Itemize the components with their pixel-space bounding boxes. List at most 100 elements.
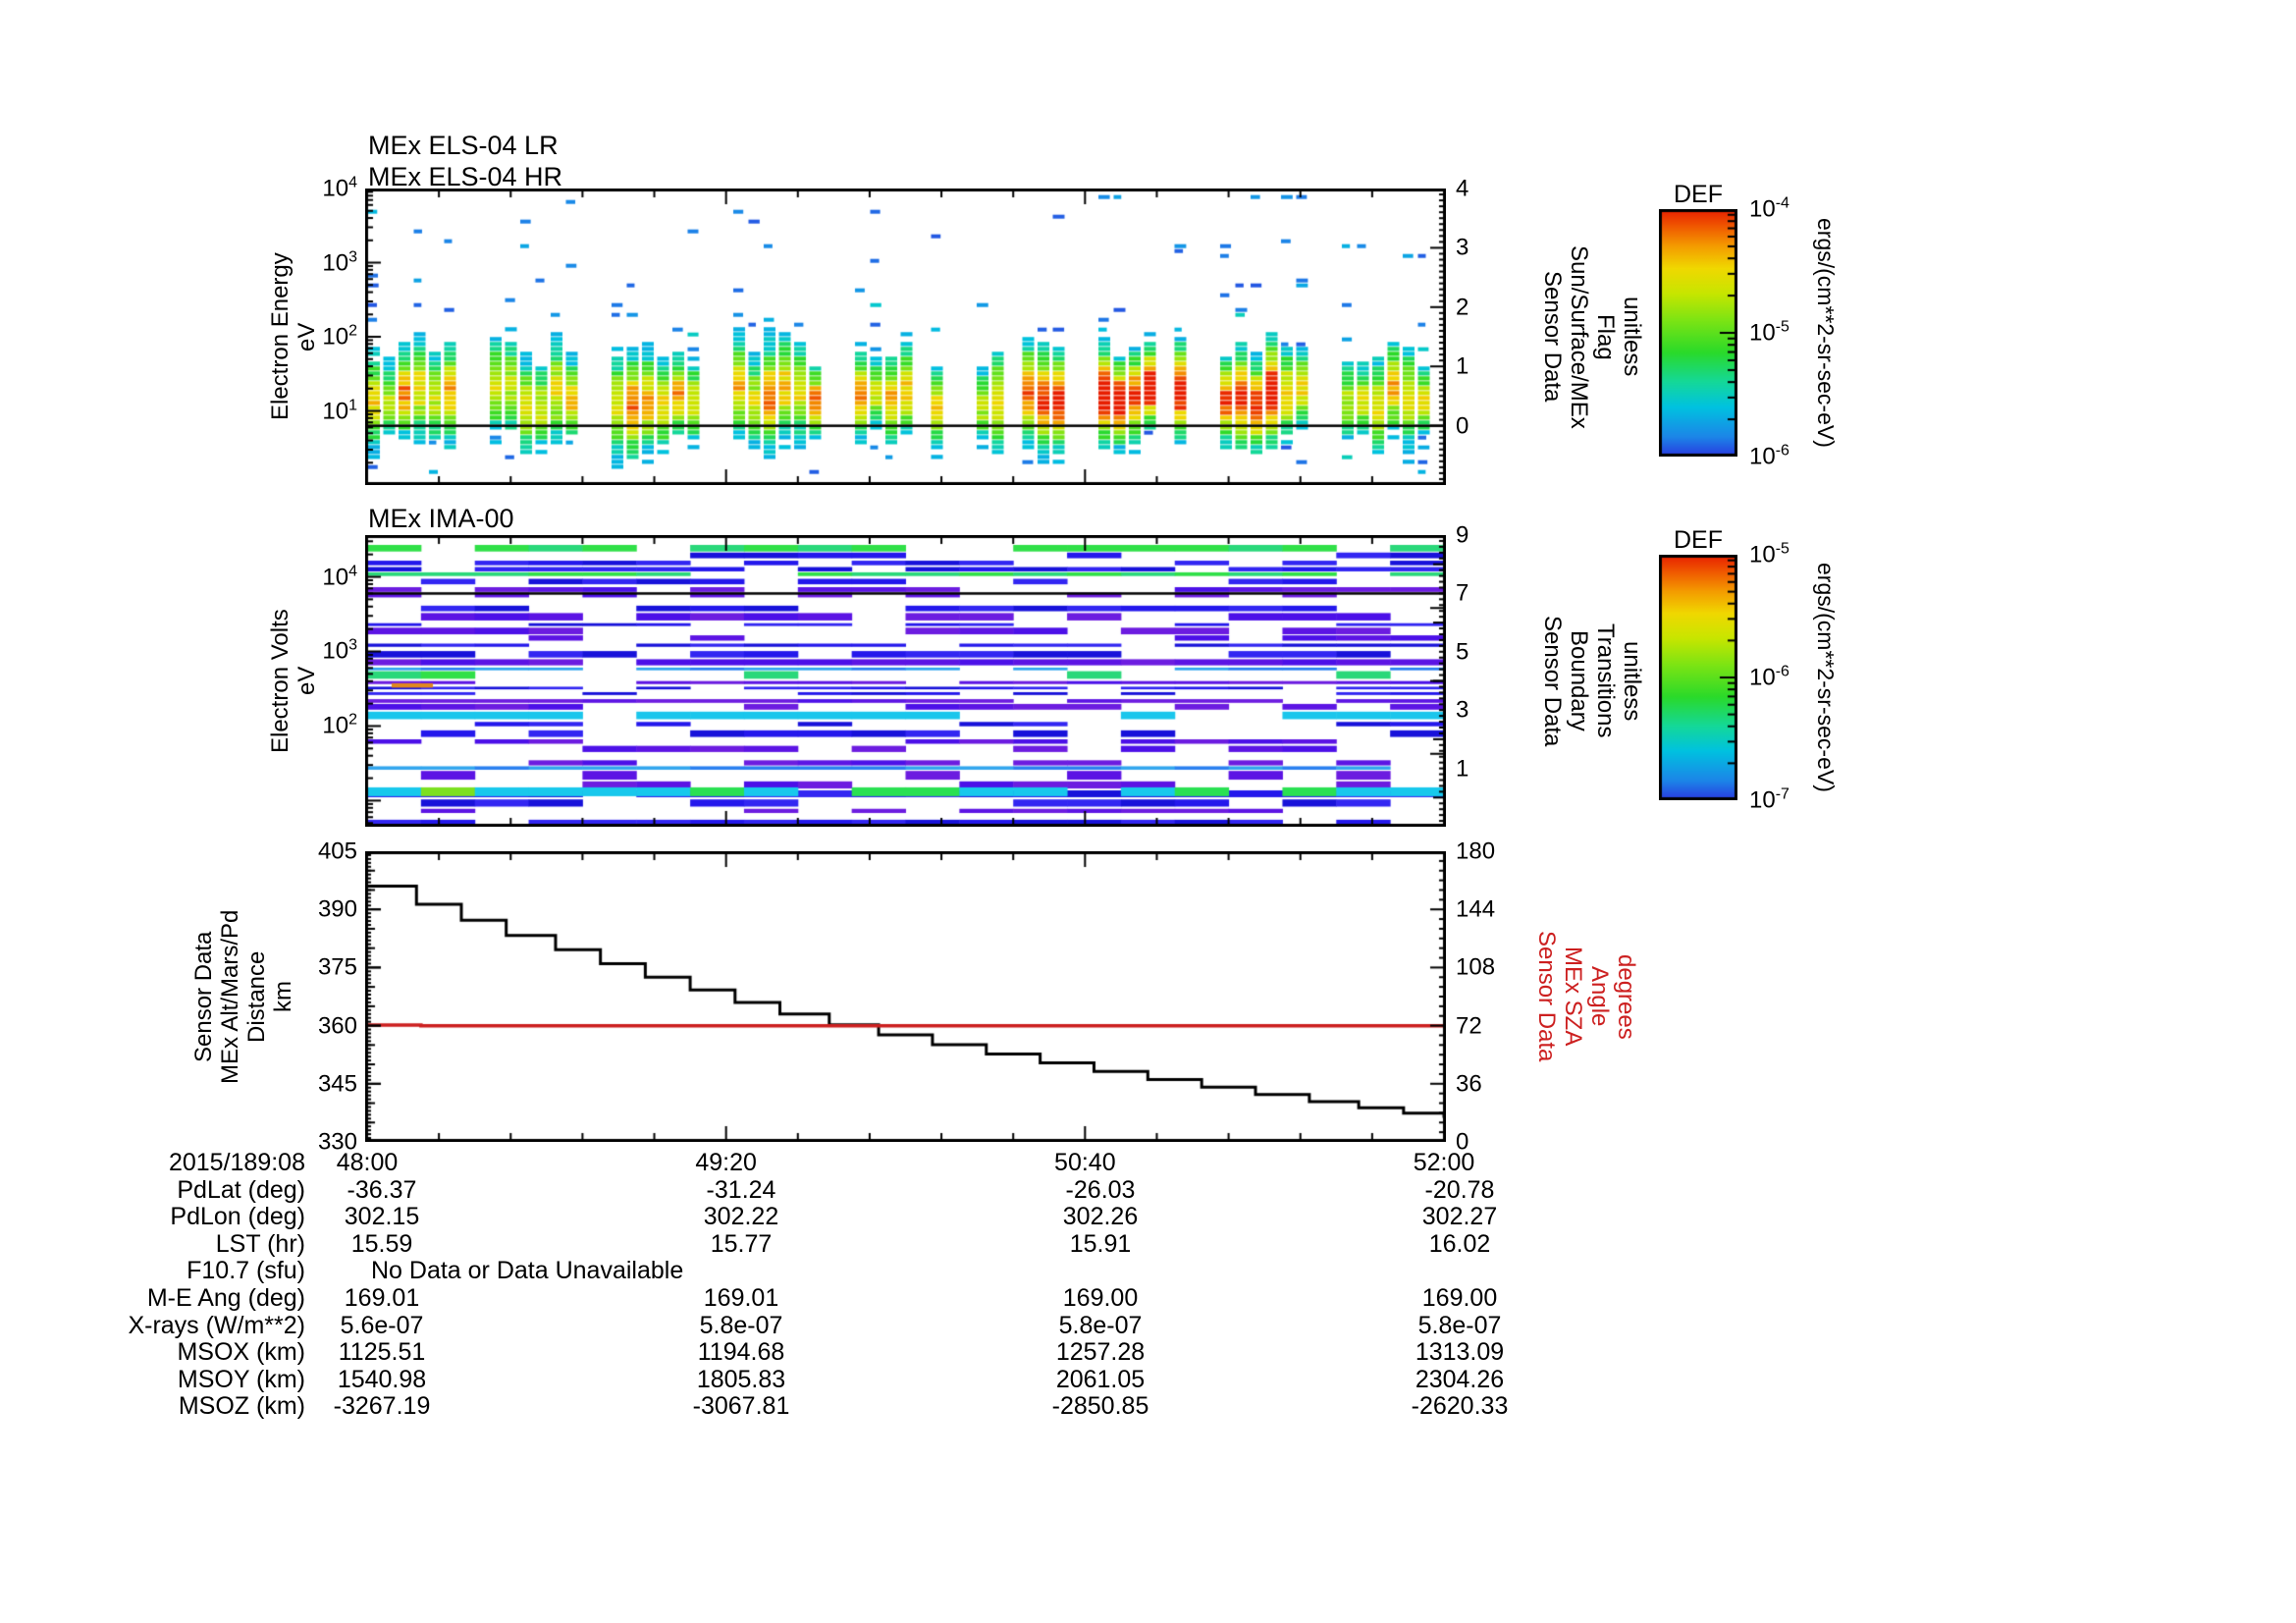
table-row-label: LST (hr) — [215, 1229, 305, 1258]
x-axis-date-label: 2015/189:08 — [168, 1148, 305, 1176]
colorbar-tick-label: 10-5 — [1749, 540, 1789, 568]
sza-right-tick-label: 108 — [1456, 953, 1496, 981]
ima-right-tick-label: 3 — [1456, 696, 1469, 724]
table-cell-value: 5.8e-07 — [1058, 1311, 1143, 1339]
colorbar-tick-label: 10-5 — [1749, 318, 1789, 347]
table-cell-value: -20.78 — [1424, 1175, 1495, 1204]
colorbar-tick-label: 10-4 — [1749, 194, 1789, 223]
table-cell-value: 2304.26 — [1415, 1365, 1505, 1393]
altitude-y-axis-label: Sensor Data MEx Alt/Mars/Pd Distance km — [190, 909, 296, 1084]
table-cell-value: -3067.81 — [692, 1392, 790, 1421]
table-cell-value: 2061.05 — [1055, 1365, 1146, 1393]
els-y-tick-label: 101 — [322, 396, 357, 424]
table-cell-value: 15.59 — [350, 1229, 413, 1258]
table-cell-value: 5.6e-07 — [340, 1311, 424, 1339]
alt-y-tick-label: 345 — [317, 1070, 357, 1098]
table-cell-value: 169.00 — [1421, 1283, 1498, 1312]
table-cell-value: 1540.98 — [337, 1365, 427, 1393]
x-axis-tick-label: 48:00 — [336, 1148, 399, 1176]
ima-y-tick-label: 104 — [322, 562, 357, 590]
table-row-label: MSOY (km) — [177, 1365, 305, 1393]
els-right-tick-label: 4 — [1456, 175, 1469, 202]
alt-y-tick-label: 390 — [317, 895, 357, 923]
els-right-tick-label: 1 — [1456, 352, 1469, 380]
table-row-label: X-rays (W/m**2) — [128, 1311, 305, 1339]
table-cell-value: 15.91 — [1069, 1229, 1132, 1258]
alt-y-tick-label: 375 — [317, 953, 357, 981]
table-row-label: M-E Ang (deg) — [146, 1283, 305, 1312]
table-cell-value: 1125.51 — [338, 1337, 426, 1366]
sza-right-tick-label: 72 — [1456, 1012, 1482, 1039]
sza-right-tick-label: 180 — [1456, 838, 1496, 865]
ima-y-tick-label: 103 — [322, 636, 357, 665]
alt-y-tick-label: 405 — [317, 838, 357, 865]
ima-y-tick-label: 102 — [322, 711, 357, 739]
table-cell-value: 1194.68 — [697, 1337, 785, 1366]
sza-right-tick-label: 144 — [1456, 895, 1496, 923]
ima-right-tick-label: 9 — [1456, 521, 1469, 549]
x-axis-tick-label: 49:20 — [695, 1148, 757, 1176]
x-axis-tick-label: 50:40 — [1054, 1148, 1116, 1176]
table-cell-value: 302.27 — [1421, 1202, 1498, 1230]
table-cell-value: -36.37 — [347, 1175, 417, 1204]
table-cell-value: 302.26 — [1062, 1202, 1139, 1230]
table-cell-value: 15.77 — [710, 1229, 773, 1258]
table-cell-value: -2620.33 — [1411, 1392, 1509, 1421]
alt-y-tick-label: 360 — [317, 1012, 357, 1039]
colorbar-tick-label: 10-7 — [1749, 785, 1789, 814]
els-title-hr: MEx ELS-04 HR — [368, 162, 563, 191]
altitude-sza-line-canvas — [365, 851, 1446, 1142]
alt-y-tick-label: 330 — [317, 1128, 357, 1156]
table-row-label: PdLat (deg) — [177, 1175, 305, 1204]
els-y-tick-label: 102 — [322, 322, 357, 351]
table-row-label: PdLon (deg) — [170, 1202, 305, 1230]
colorbar1-units-label: ergs/(cm**2-sr-sec-eV) — [1813, 218, 1839, 448]
table-cell-value: 5.8e-07 — [1417, 1311, 1502, 1339]
table-cell-value: 169.01 — [344, 1283, 420, 1312]
els-y-tick-label: 103 — [322, 247, 357, 276]
table-cell-value: 169.01 — [703, 1283, 779, 1312]
table-cell-value: 16.02 — [1428, 1229, 1491, 1258]
x-axis-tick-label: 52:00 — [1413, 1148, 1475, 1176]
sza-right-tick-label: 36 — [1456, 1070, 1482, 1098]
colorbar2-gradient — [1659, 555, 1737, 800]
table-cell-value: 1313.09 — [1415, 1337, 1505, 1366]
table-nodata-text: No Data or Data Unavailable — [371, 1257, 684, 1285]
colorbar1-title: DEF — [1674, 181, 1723, 208]
sza-right-tick-label: 0 — [1456, 1128, 1469, 1156]
ima-right-tick-label: 5 — [1456, 638, 1469, 666]
ima-spectrogram-canvas — [365, 535, 1446, 827]
els-spectrogram-canvas — [365, 189, 1446, 485]
table-cell-value: -31.24 — [706, 1175, 776, 1204]
table-cell-value: 302.22 — [703, 1202, 779, 1230]
els-right-tick-label: 0 — [1456, 412, 1469, 439]
ima-right-tick-label: 7 — [1456, 579, 1469, 607]
sza-right-axis-label: Sensor Data MEx SZA Angle degrees — [1533, 931, 1639, 1062]
table-cell-value: 1257.28 — [1055, 1337, 1146, 1366]
colorbar2-units-label: ergs/(cm**2-sr-sec-eV) — [1813, 563, 1839, 792]
table-cell-value: -2850.85 — [1051, 1392, 1149, 1421]
table-cell-value: 1805.83 — [696, 1365, 786, 1393]
els-right-axis-label: Sensor Data Sun/Surface/MEx Flag unitless — [1539, 244, 1645, 429]
els-right-tick-label: 2 — [1456, 294, 1469, 321]
ima-y-axis-label: Electron Volts eV — [267, 609, 320, 753]
els-y-axis-label: Electron Energy eV — [267, 252, 320, 421]
colorbar-tick-label: 10-6 — [1749, 442, 1789, 470]
table-row-label: F10.7 (sfu) — [187, 1257, 305, 1285]
ima-right-axis-label: Sensor Data Boundary Transitions unitless — [1539, 615, 1645, 747]
colorbar2-title: DEF — [1674, 526, 1723, 554]
table-cell-value: 5.8e-07 — [699, 1311, 783, 1339]
els-title-lr: MEx ELS-04 LR — [368, 131, 559, 160]
table-cell-value: -26.03 — [1065, 1175, 1136, 1204]
table-cell-value: -3267.19 — [333, 1392, 431, 1421]
table-row-label: MSOX (km) — [177, 1337, 305, 1366]
ima-title: MEx IMA-00 — [368, 504, 514, 533]
els-right-tick-label: 3 — [1456, 234, 1469, 261]
colorbar1-gradient — [1659, 209, 1737, 457]
colorbar-tick-label: 10-6 — [1749, 663, 1789, 691]
els-y-tick-label: 104 — [322, 174, 357, 202]
table-row-label: MSOZ (km) — [178, 1392, 305, 1421]
ima-right-tick-label: 1 — [1456, 755, 1469, 782]
table-cell-value: 169.00 — [1062, 1283, 1139, 1312]
